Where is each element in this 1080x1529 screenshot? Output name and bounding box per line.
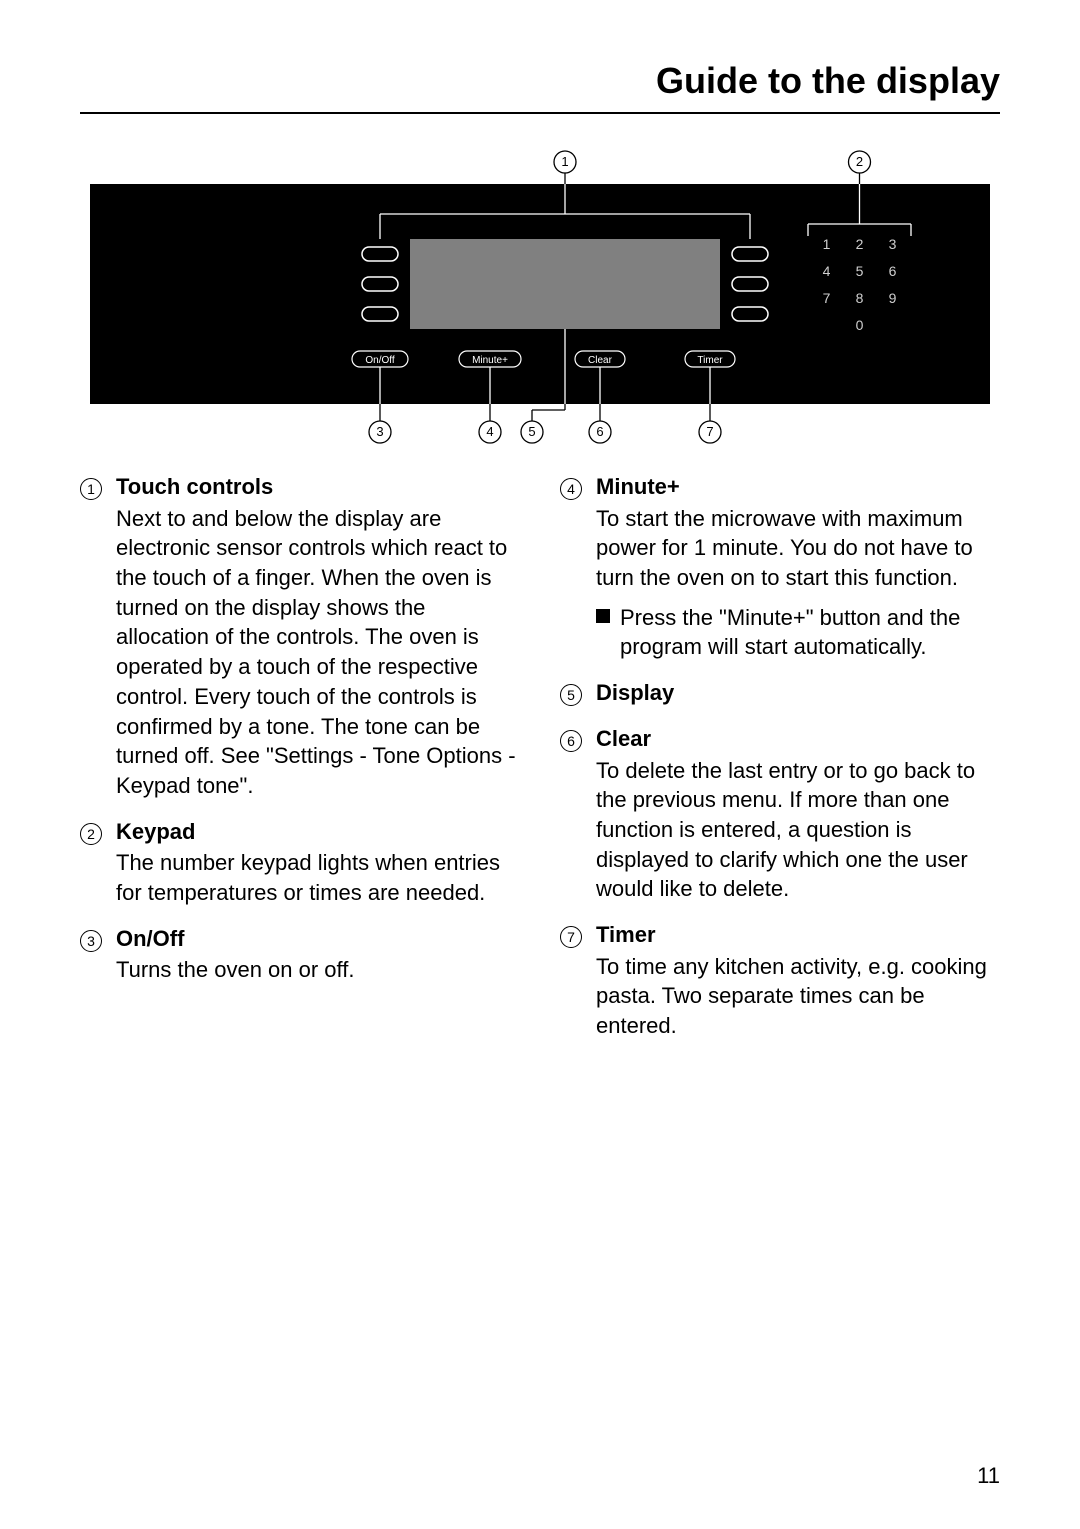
marker: 5	[560, 678, 586, 708]
desc-item-6: 6 ClearTo delete the last entry or to go …	[560, 724, 1000, 904]
svg-text:3: 3	[889, 236, 897, 252]
marker: 4	[560, 472, 586, 662]
marker: 7	[560, 920, 586, 1041]
marker: 6	[560, 724, 586, 904]
desc-item-1: 1 Touch controlsNext to and below the dis…	[80, 472, 520, 801]
marker-circle: 3	[80, 930, 102, 952]
square-bullet-icon	[596, 609, 610, 623]
svg-text:3: 3	[376, 424, 383, 439]
item-title: Keypad	[116, 817, 520, 847]
svg-text:4: 4	[486, 424, 493, 439]
sub-bullet: Press the "Minute+" button and the progr…	[596, 603, 1000, 662]
item-desc: Turns the oven on or off.	[116, 955, 520, 985]
desc-item-3: 3 On/OffTurns the oven on or off.	[80, 924, 520, 985]
svg-text:8: 8	[856, 290, 864, 306]
svg-text:6: 6	[596, 424, 603, 439]
svg-text:1: 1	[561, 154, 568, 169]
item-body: On/OffTurns the oven on or off.	[116, 924, 520, 985]
item-title: On/Off	[116, 924, 520, 954]
svg-text:7: 7	[706, 424, 713, 439]
marker-circle: 2	[80, 823, 102, 845]
marker-circle: 6	[560, 730, 582, 752]
item-body: TimerTo time any kitchen activity, e.g. …	[596, 920, 1000, 1041]
item-title: Touch controls	[116, 472, 520, 502]
svg-text:2: 2	[856, 154, 863, 169]
marker-circle: 1	[80, 478, 102, 500]
left-column: 1 Touch controlsNext to and below the dis…	[80, 472, 520, 1057]
display-diagram: 1 2 3 4 5 6 7 8 9 0 On/Off Minute+ Clear Timer 1 2 3 4 5 6 7	[80, 144, 1000, 444]
title-rule	[80, 112, 1000, 114]
item-body: Minute+To start the microwave with maxim…	[596, 472, 1000, 662]
item-desc: To start the microwave with maximum powe…	[596, 504, 1000, 593]
description-columns: 1 Touch controlsNext to and below the dis…	[80, 472, 1000, 1057]
svg-text:Clear: Clear	[588, 355, 613, 366]
marker: 2	[80, 817, 106, 908]
page-number: 11	[977, 1463, 1000, 1489]
svg-text:Timer: Timer	[697, 355, 723, 366]
item-title: Display	[596, 678, 1000, 708]
item-body: Touch controlsNext to and below the disp…	[116, 472, 520, 801]
svg-text:9: 9	[889, 290, 897, 306]
marker-circle: 4	[560, 478, 582, 500]
item-body: ClearTo delete the last entry or to go b…	[596, 724, 1000, 904]
sub-bullet-text: Press the "Minute+" button and the progr…	[620, 603, 1000, 662]
item-desc: To time any kitchen activity, e.g. cooki…	[596, 952, 1000, 1041]
item-desc: The number keypad lights when entries fo…	[116, 848, 520, 907]
desc-item-2: 2 KeypadThe number keypad lights when ent…	[80, 817, 520, 908]
item-desc: Next to and below the display are electr…	[116, 504, 520, 801]
item-title: Minute+	[596, 472, 1000, 502]
desc-item-4: 4 Minute+To start the microwave with maxi…	[560, 472, 1000, 662]
item-title: Timer	[596, 920, 1000, 950]
item-desc: To delete the last entry or to go back t…	[596, 756, 1000, 904]
svg-text:4: 4	[823, 263, 831, 279]
svg-text:6: 6	[889, 263, 897, 279]
marker-circle: 5	[560, 684, 582, 706]
page-title: Guide to the display	[80, 60, 1000, 102]
svg-text:0: 0	[856, 317, 864, 333]
svg-text:2: 2	[856, 236, 864, 252]
svg-text:7: 7	[823, 290, 831, 306]
svg-text:5: 5	[528, 424, 535, 439]
item-body: KeypadThe number keypad lights when entr…	[116, 817, 520, 908]
desc-item-7: 7 TimerTo time any kitchen activity, e.g.…	[560, 920, 1000, 1041]
svg-text:5: 5	[856, 263, 864, 279]
svg-text:Minute+: Minute+	[472, 355, 508, 366]
marker: 1	[80, 472, 106, 801]
right-column: 4 Minute+To start the microwave with maxi…	[560, 472, 1000, 1057]
svg-text:On/Off: On/Off	[365, 355, 394, 366]
item-title: Clear	[596, 724, 1000, 754]
svg-text:1: 1	[823, 236, 831, 252]
marker: 3	[80, 924, 106, 985]
item-body: Display	[596, 678, 1000, 708]
desc-item-5: 5 Display	[560, 678, 1000, 708]
marker-circle: 7	[560, 926, 582, 948]
